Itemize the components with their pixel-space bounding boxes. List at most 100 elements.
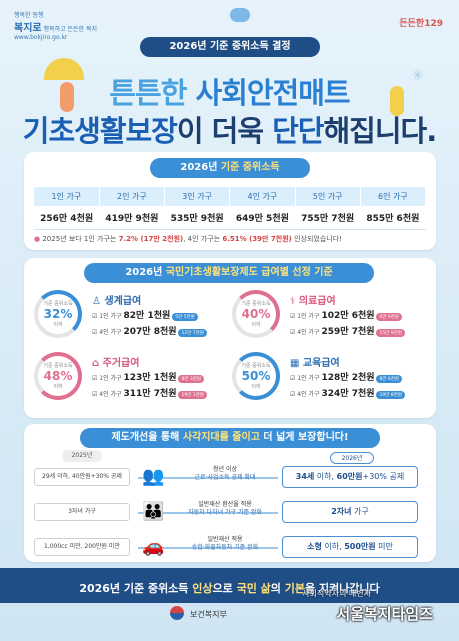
- income-header-2: 2인 가구: [99, 187, 166, 206]
- flying-person-decoration: [230, 8, 250, 22]
- main-title-line2: 기초생활보장이 더욱 단단해집니다.: [0, 108, 459, 150]
- gauge-sub: 이하: [53, 384, 63, 390]
- row-amount: 82만 1천원: [123, 311, 171, 321]
- benefit-title-text: 의료급여: [298, 296, 336, 307]
- increase-chip: 15만 9천원: [376, 328, 405, 337]
- benefits-pill-label: 국민기초생활보장제도 급여별 선정 기준: [165, 267, 333, 278]
- logo-small-text: 행복한 동행: [14, 12, 44, 19]
- reform-change: 청년 이상 근로·사업소득 공제 확대: [175, 466, 275, 482]
- benefit-title-text: 생계급여: [104, 296, 142, 307]
- watermark: 서울복지타임즈: [336, 605, 433, 623]
- reform-section-pill: 제도개선을 통해 사각지대를 줄이고 더 넓게 보장합니다!: [80, 428, 380, 448]
- increase-chip: 19만 1천원: [178, 390, 207, 399]
- gauge-label: 기준 중위소득: [241, 301, 271, 307]
- taegeuk-icon: [170, 606, 184, 620]
- row-label: 4인 가구: [297, 329, 320, 336]
- income-value-2: 419만 9천원: [99, 206, 165, 230]
- gauge-label: 기준 중위소득: [43, 301, 73, 307]
- bokjiro-logo: 행복한 동행 복지로 행복하고 든든한 복지 www.bokjiro.go.kr: [14, 10, 97, 41]
- gauge-sub: 이하: [53, 322, 63, 328]
- income-header-4: 4인 가구: [229, 187, 296, 206]
- hotline-129-logo: 든든한129: [399, 19, 443, 29]
- benefit-livelihood: 기준 중위소득 32% 이하 ♙ 생계급여 ☑ 1인 가구 82만 1천원 5만…: [34, 290, 234, 352]
- reform-change: 일반재산 적용 승합·화물자동차 기준 완화: [175, 536, 275, 552]
- logo-sub-text: 행복하고 든든한 복지: [43, 26, 98, 33]
- income-value-row: 256만 4천원 419만 9천원 535만 9천원 649만 5천원 755만…: [34, 206, 426, 230]
- row-label: 1인 가구: [99, 375, 122, 382]
- after-part-d: 미만: [375, 542, 393, 551]
- title2-part-c: 단단: [272, 114, 324, 148]
- benefits-pill-year: 2026년: [125, 267, 166, 278]
- school-icon: ▦: [290, 358, 300, 369]
- after-part-a: 2자녀: [331, 507, 352, 516]
- income-section-pill: 2026년 기준 중위소득: [150, 158, 310, 178]
- sparkle-icon: ✳: [412, 68, 424, 84]
- row-label: 1인 가구: [99, 313, 122, 320]
- family-icon: 👪: [142, 501, 165, 522]
- benefit-education: 기준 중위소득 50% 이하 ▦ 교육급여 ☑ 1인 가구 128만 2천원 8…: [232, 352, 432, 414]
- income-value-4: 649만 5천원: [229, 206, 295, 230]
- after-part-c: 500만원: [344, 542, 376, 551]
- reform-change-title: 청년 이상: [213, 466, 237, 473]
- income-value-6: 855만 6천원: [360, 206, 426, 230]
- benefit-row-1: ☑ 1인 가구 123만 1천원 8만 3천원: [92, 370, 205, 383]
- logo-url: www.bokjiro.go.kr: [14, 34, 68, 41]
- slogan-g: 을 지켜나갑니다: [305, 582, 380, 595]
- person-decoration-left: [60, 82, 74, 112]
- title2-part-d: 해집니다.: [323, 114, 437, 148]
- stethoscope-icon: ⚕: [290, 296, 296, 307]
- benefit-row-1: ☑ 1인 가구 102만 6천원 6만 9천원: [290, 308, 403, 321]
- reform-before: 3자녀 가구: [34, 503, 130, 521]
- after-part-a: 34세: [295, 472, 315, 481]
- reform-before: 1,000cc 미만, 200만원 미만: [34, 538, 130, 556]
- benefit-title-text: 주거급여: [102, 358, 140, 369]
- gauge-percent: 48%: [43, 369, 73, 383]
- gauge-sub: 이하: [251, 322, 261, 328]
- reform-change-title: 일반재산 적용: [207, 536, 243, 543]
- note-part-c: , 4인 가구는: [183, 235, 223, 243]
- increase-chip: 8만 3천원: [178, 374, 205, 383]
- slogan-f: 기본: [284, 582, 305, 595]
- benefit-title: ▦ 교육급여: [290, 354, 340, 369]
- income-pill-label: 기준 중위소득: [220, 162, 280, 173]
- increase-chip: 8만 6천원: [376, 374, 403, 383]
- gauge-label: 기준 중위소득: [241, 363, 271, 369]
- footer-slogan: 2026년 기준 중위소득 인상으로 국민 삶의 기본을 지켜나갑니다: [0, 580, 459, 596]
- house-icon: ⌂: [92, 358, 100, 369]
- row-label: 4인 가구: [99, 391, 122, 398]
- benefit-row-2: ☑ 4인 가구 259만 7천원 15만 9천원: [290, 324, 405, 337]
- year-before-tag: 2025년: [62, 450, 102, 462]
- reform-pill-c: 더 넓게 보장합니다!: [259, 432, 349, 443]
- watermark-subtitle: 사회적약자의 대변자: [302, 589, 371, 598]
- median-income-table: 1인 가구 2인 가구 3인 가구 4인 가구 5인 가구 6인 가구 256만…: [34, 187, 427, 230]
- income-value-3: 535만 9천원: [164, 206, 230, 230]
- reform-pill-a: 제도개선을 통해: [111, 432, 183, 443]
- note-part-d: 6.51% (39만 7천원): [222, 235, 292, 243]
- gauge-sub: 이하: [251, 384, 261, 390]
- arrow-line: [138, 547, 278, 549]
- after-part-c: 60만원: [336, 472, 363, 481]
- income-header-5: 5인 가구: [295, 187, 361, 206]
- education-gauge: 기준 중위소득 50% 이하: [232, 352, 280, 400]
- row-label: 4인 가구: [99, 329, 122, 336]
- gauge-label: 기준 중위소득: [43, 363, 73, 369]
- benefit-row-1: ☑ 1인 가구 128만 2천원 8만 6천원: [290, 370, 403, 383]
- reform-change-title: 일반재산 환산율 적용: [198, 501, 252, 508]
- benefits-section-pill: 2026년 국민기초생활보장제도 급여별 선정 기준: [84, 263, 374, 283]
- gauge-percent: 32%: [43, 307, 73, 321]
- increase-chip: 19만 8천원: [376, 390, 405, 399]
- row-label: 4인 가구: [297, 391, 320, 398]
- headline-pill: 2026년 기준 중위소득 결정: [140, 37, 320, 57]
- income-header-3: 3인 가구: [164, 187, 231, 206]
- slogan-b: 인상: [192, 582, 213, 595]
- increase-chip: 6만 9천원: [376, 312, 403, 321]
- row-label: 1인 가구: [297, 375, 320, 382]
- slogan-c: 으로: [212, 582, 237, 595]
- reform-after: 소형 이하, 500만원 미만: [282, 536, 418, 558]
- note-part-a: 2025년 보다 1인 가구는: [42, 235, 119, 243]
- reform-before: 29세 이하, 40만원+30% 공제: [34, 468, 130, 486]
- reform-change-desc: 자동차 다자녀 가구 기준 완화: [188, 509, 262, 516]
- slogan-e: 의: [270, 582, 285, 595]
- umbrella-decoration: [44, 58, 84, 80]
- increase-chip: 5만 5천원: [172, 312, 198, 321]
